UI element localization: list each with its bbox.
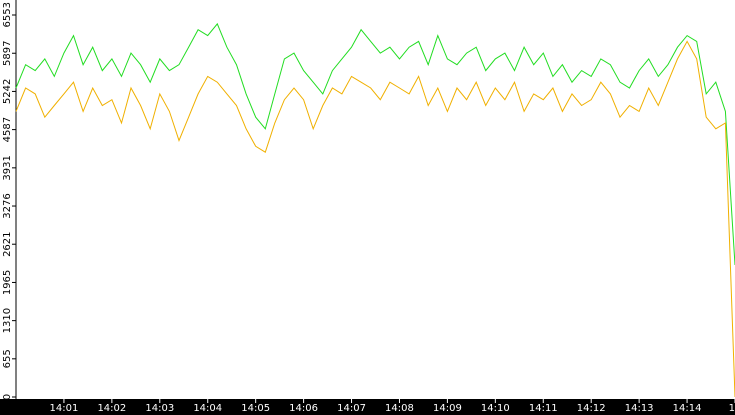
x-tick-label: 14:02 [97,403,126,414]
y-tick-label: 5242 [2,79,13,104]
y-tick-label: 655 [2,349,13,368]
y-tick-label: 3276 [2,193,13,218]
x-tick-label: 14:12 [577,403,606,414]
x-tick-label: 14:14 [673,403,702,414]
x-tick-label: 14:13 [625,403,654,414]
x-tick-label: 14:06 [289,403,318,414]
x-tick-label: 14:08 [385,403,414,414]
y-tick-label: 5897 [2,41,13,66]
y-tick-label: 2621 [2,231,13,256]
x-tick-label: 14:01 [50,403,79,414]
x-tick-label: 14:03 [145,403,174,414]
y-tick-label: 3931 [2,155,13,180]
y-tick-label: 0 [2,394,13,400]
x-axis-band [0,399,735,415]
x-tick-label: 14 [729,403,735,414]
x-tick-label: 14:10 [481,403,510,414]
y-tick-label: 4587 [2,117,13,142]
y-tick-label: 1310 [2,308,13,333]
x-tick-label: 14:07 [337,403,366,414]
series-line [15,22,735,266]
y-tick-label: 6553 [2,2,13,27]
series-line [15,40,735,398]
x-tick-label: 14:05 [241,403,270,414]
x-tick-label: 14:09 [433,403,462,414]
y-tick-label: 1965 [2,270,13,295]
x-tick-label: 14:11 [529,403,558,414]
x-tick-label: 14:04 [193,403,222,414]
